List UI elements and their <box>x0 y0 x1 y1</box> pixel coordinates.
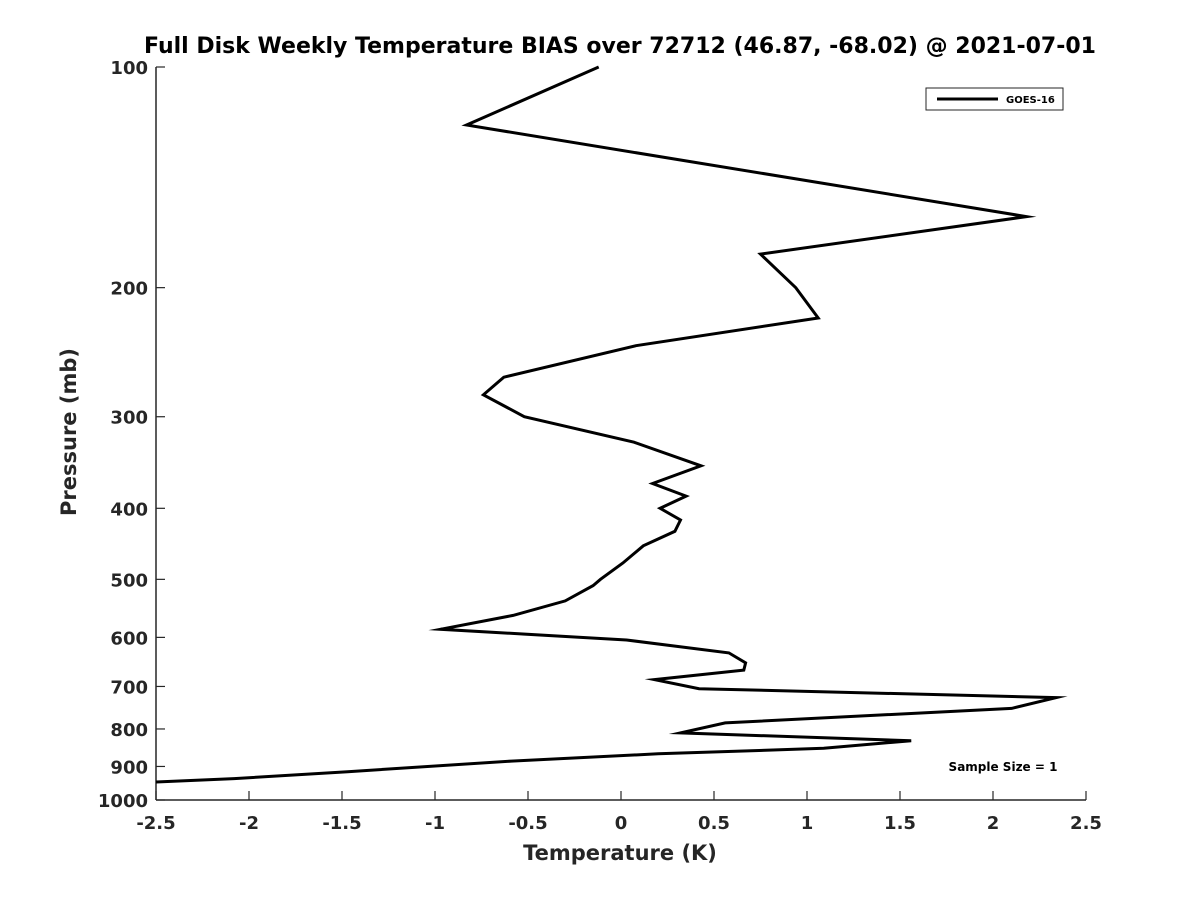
x-tick-label: 2 <box>987 813 1000 834</box>
chart-title: Full Disk Weekly Temperature BIAS over 7… <box>144 34 1096 59</box>
x-tick-label: 1 <box>801 813 814 834</box>
x-tick-label: -1.5 <box>322 813 361 834</box>
x-tick-label: -2.5 <box>136 813 175 834</box>
legend: GOES-16 <box>925 87 1064 111</box>
legend-label-goes16: GOES-16 <box>1006 95 1055 106</box>
series-line-goes16 <box>155 65 1068 784</box>
y-axis-label: Pressure (mb) <box>57 348 81 516</box>
x-tick-label: -1 <box>425 813 445 834</box>
x-tick-label: 2.5 <box>1070 813 1102 834</box>
series-layer <box>155 65 1068 784</box>
y-tick-label: 700 <box>110 677 148 698</box>
x-tick-label: -0.5 <box>508 813 547 834</box>
x-tick-label: 1.5 <box>884 813 916 834</box>
y-tick-label: 900 <box>110 757 148 778</box>
x-axis-label: Temperature (K) <box>523 841 717 865</box>
x-tick-label: 0.5 <box>698 813 730 834</box>
y-tick-label: 1000 <box>98 791 148 812</box>
x-tick-label: 0 <box>615 813 628 834</box>
x-tick-label: -2 <box>239 813 259 834</box>
y-tick-label: 500 <box>110 570 148 591</box>
y-tick-label: 800 <box>110 720 148 741</box>
y-tick-label: 600 <box>110 628 148 649</box>
y-axis-ticks: 100 200 300 400 500 600 700 800 900 1000 <box>98 58 165 812</box>
y-tick-label: 400 <box>110 499 148 520</box>
sample-size-annotation: Sample Size = 1 <box>949 760 1058 774</box>
x-axis-ticks: -2.5 -2 -1.5 -1 -0.5 0 0.5 1 1.5 2 2.5 <box>136 791 1102 834</box>
y-tick-label: 300 <box>110 408 148 429</box>
y-tick-label: 200 <box>110 279 148 300</box>
y-tick-label: 100 <box>110 58 148 79</box>
